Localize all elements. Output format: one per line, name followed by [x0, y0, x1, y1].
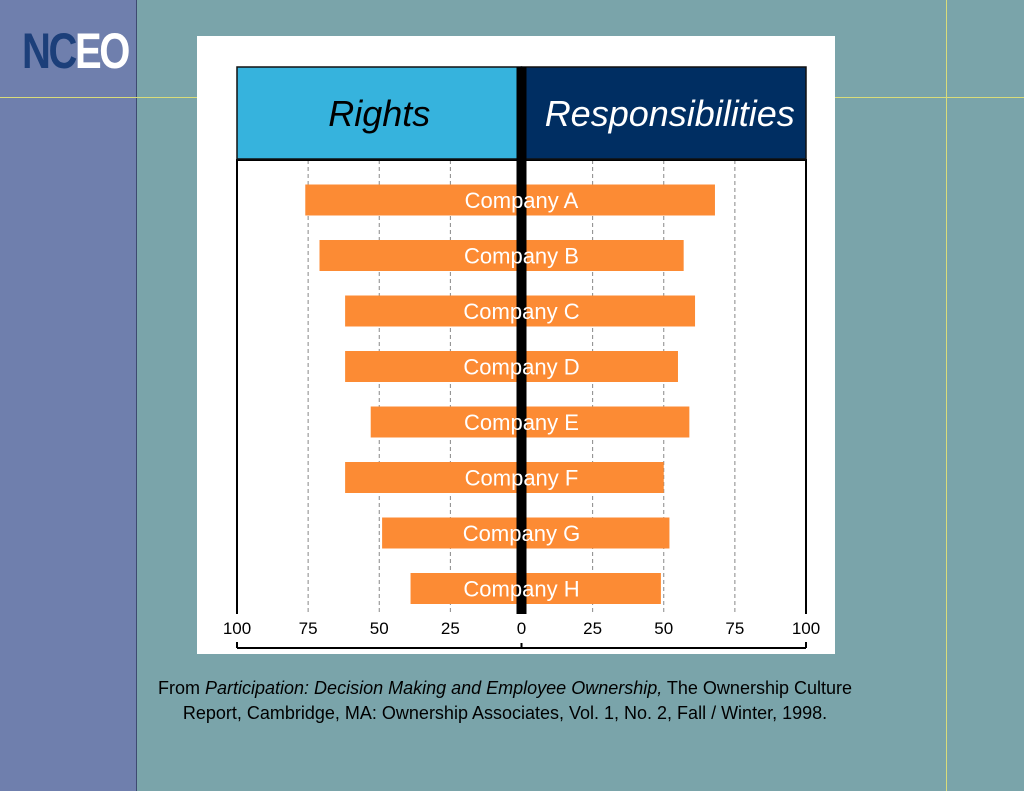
x-tick-label: 25 — [441, 619, 460, 638]
rights-header-label: Rights — [328, 93, 430, 134]
bar-label: Company B — [464, 244, 579, 269]
x-tick-label: 0 — [517, 619, 526, 638]
rights-header — [236, 66, 523, 160]
x-tick-label: 75 — [725, 619, 744, 638]
bar-company-a — [305, 184, 715, 216]
x-tick-label: 100 — [223, 619, 251, 638]
caption-prefix: From — [158, 678, 205, 698]
nceo-logo: NCEO — [22, 23, 130, 79]
bar-company-e — [370, 406, 690, 438]
x-tick-label: 25 — [583, 619, 602, 638]
x-tick-label: 75 — [299, 619, 318, 638]
caption-title: Participation: Decision Making and Emplo… — [205, 678, 663, 698]
bar-label: Company H — [463, 577, 579, 602]
bar-label: Company A — [465, 188, 579, 213]
center-divider — [516, 67, 527, 614]
bar-label: Company G — [463, 521, 580, 546]
caption-rest: The Ownership Culture Report, Cambridge,… — [182, 678, 852, 723]
x-tick-label: 50 — [370, 619, 389, 638]
responsibilities-header-label: Responsibilities — [545, 93, 795, 134]
bar-company-f — [345, 462, 664, 493]
bar-company-h — [410, 573, 661, 604]
guide-line-vertical — [946, 0, 947, 791]
chart-panel: Rights Responsibilities Company A Company… — [197, 36, 835, 654]
bar-label: Company E — [464, 410, 579, 435]
bar-label: Company D — [463, 355, 579, 380]
source-caption: From Participation: Decision Making and … — [135, 676, 875, 726]
responsibilities-header — [520, 66, 807, 160]
bar-company-b — [319, 240, 684, 271]
bar-company-d — [345, 351, 678, 382]
x-tick-label: 50 — [654, 619, 673, 638]
chart: Rights Responsibilities Company A Company… — [223, 66, 820, 649]
bar-label: Company F — [465, 466, 579, 491]
bar-label: Company C — [463, 299, 579, 324]
sidebar: NCEO — [0, 0, 137, 791]
x-tick-label: 100 — [792, 619, 820, 638]
